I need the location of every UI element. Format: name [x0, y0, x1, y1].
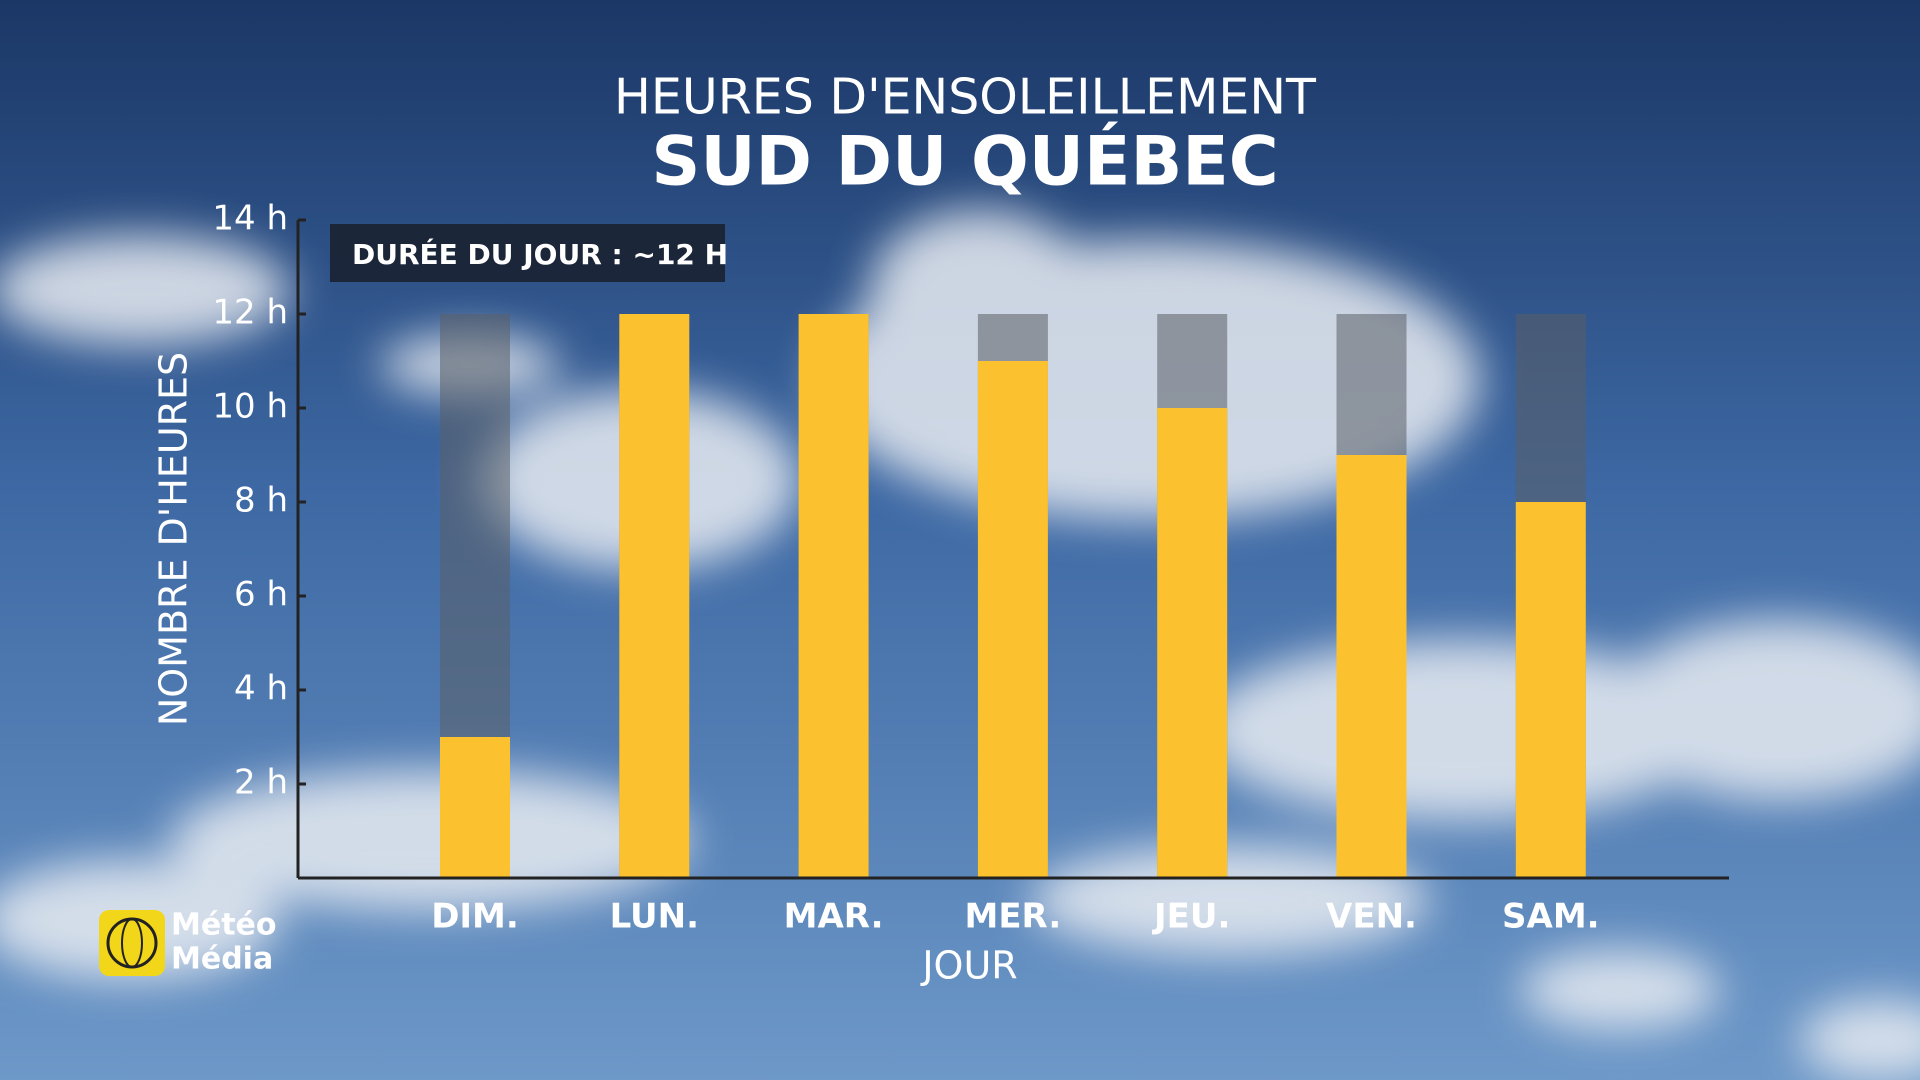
- logo-text: Météo: [171, 908, 277, 943]
- logo: Météo Média: [99, 908, 277, 977]
- bar: [619, 314, 690, 878]
- chart-title: HEURES D'ENSOLEILLEMENT: [614, 69, 1317, 126]
- y-axis-label: NOMBRE D'HEURES: [152, 352, 196, 726]
- x-axis-label: JOUR: [920, 944, 1017, 988]
- chart-subtitle: SUD DU QUÉBEC: [651, 122, 1278, 202]
- bar: [1157, 408, 1228, 878]
- y-tick-label: 6 h: [234, 575, 288, 615]
- y-tick-label: 2 h: [234, 763, 288, 803]
- logo-globe: [121, 918, 143, 968]
- bar: [440, 737, 510, 878]
- annotation-box: [330, 224, 725, 282]
- y-tick-label: 14 h: [212, 199, 288, 239]
- x-tick-label: MER.: [965, 897, 1062, 937]
- x-tick-label: SAM.: [1502, 897, 1600, 937]
- x-tick-label: LUN.: [610, 897, 699, 937]
- x-tick-label: DIM.: [431, 897, 519, 937]
- plot-area: [440, 314, 1586, 878]
- x-tick-label: JEU.: [1152, 897, 1230, 937]
- y-tick-label: 4 h: [234, 669, 288, 709]
- y-tick-label: 12 h: [212, 293, 288, 333]
- clouds: [0, 210, 1920, 1080]
- annotation: DURÉE DU JOUR : ~12 H: [352, 237, 728, 271]
- y-tick-label: 8 h: [234, 481, 288, 521]
- x-tick-label: VEN.: [1326, 897, 1417, 937]
- x-tick-label: MAR.: [784, 897, 884, 937]
- y-tick-label: 10 h: [212, 387, 288, 427]
- bar: [798, 314, 869, 878]
- logo-text: Média: [171, 942, 273, 977]
- bar: [977, 361, 1048, 878]
- bar: [1515, 502, 1586, 878]
- bar: [1336, 455, 1407, 878]
